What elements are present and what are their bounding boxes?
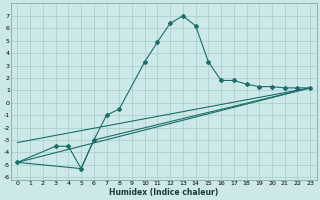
X-axis label: Humidex (Indice chaleur): Humidex (Indice chaleur) (109, 188, 219, 197)
